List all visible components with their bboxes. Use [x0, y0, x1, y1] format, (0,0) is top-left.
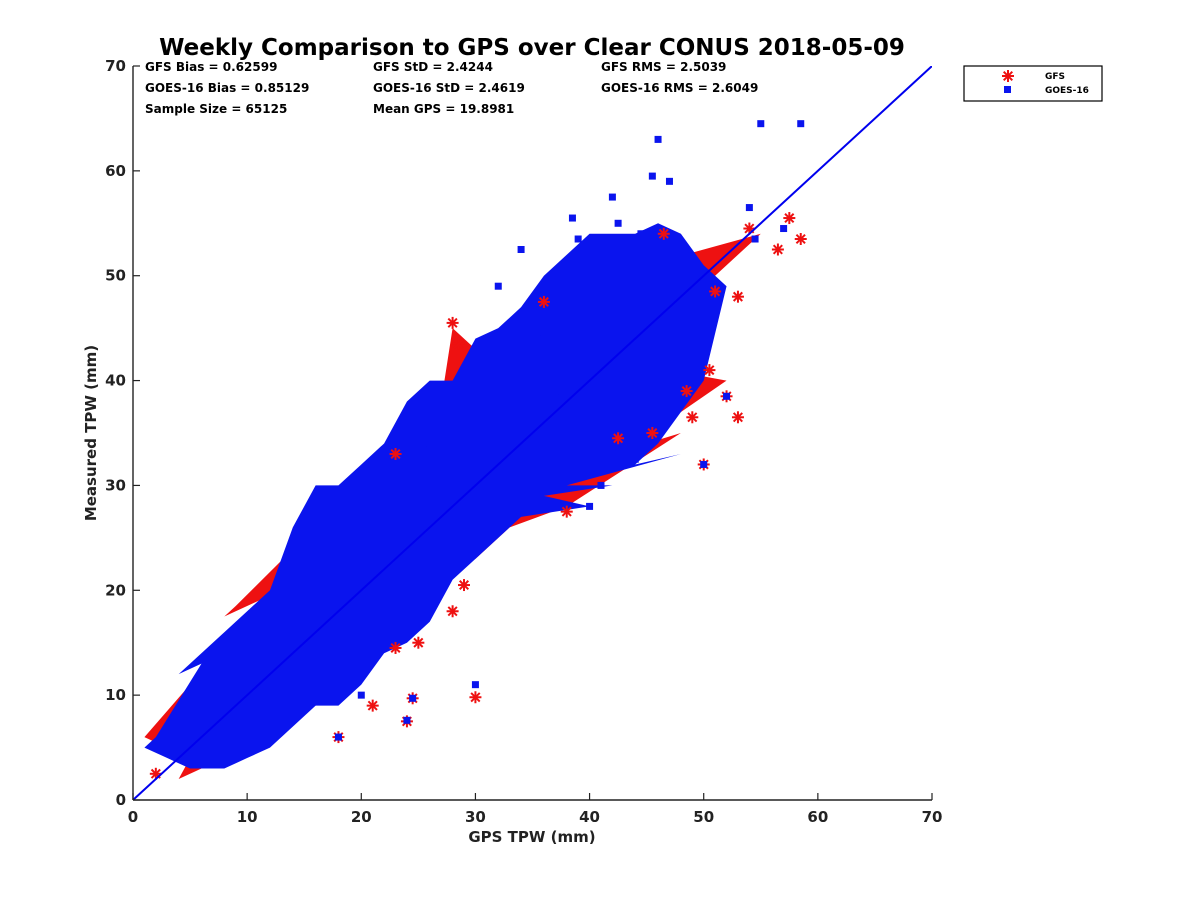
gfs-point — [646, 427, 659, 439]
goes16-point — [780, 225, 788, 233]
legend-goes16-marker — [1004, 86, 1011, 93]
goes16-point — [551, 387, 559, 395]
stat-sample-size: Sample Size = 65125 — [145, 102, 287, 116]
legend-gfs-label: GFS — [1045, 72, 1065, 82]
goes16-point — [608, 193, 616, 201]
stat-gfs-bias: GFS Bias = 0.62599 — [145, 60, 277, 74]
goes16-point — [409, 694, 417, 702]
y-tick-label: 20 — [105, 581, 126, 599]
gfs-point — [446, 316, 459, 329]
reference-line-layer — [133, 66, 932, 800]
goes16-point — [334, 733, 342, 741]
stat-goes16-std: GOES-16 StD = 2.4619 — [373, 81, 525, 95]
x-tick-label: 60 — [807, 808, 828, 826]
goes16-point — [723, 392, 731, 400]
x-tick-label: 50 — [693, 808, 714, 826]
y-axis-label: Measured TPW (mm) — [82, 345, 100, 521]
gfs-point — [452, 337, 465, 350]
x-tick-label: 40 — [579, 808, 600, 826]
legend: GFS GOES-16 — [963, 65, 1103, 102]
gfs-point — [612, 432, 625, 445]
y-tick-label: 70 — [105, 57, 126, 75]
goes16-point — [654, 135, 662, 143]
y-axis-ticks: 0 10 20 30 40 50 60 70 — [105, 57, 140, 809]
x-tick-label: 70 — [922, 808, 943, 826]
gfs-point — [469, 691, 482, 704]
legend-box — [963, 65, 1103, 102]
goes16-point — [597, 481, 605, 489]
goes16-point-cloud — [144, 223, 727, 769]
y-tick-label: 50 — [105, 267, 126, 285]
gfs-point — [709, 285, 722, 298]
goes16-point — [757, 120, 765, 128]
plot-axes — [132, 66, 932, 801]
y-tick-label: 10 — [105, 686, 126, 704]
gfs-point — [686, 411, 699, 424]
goes16-point — [540, 335, 548, 343]
goes16-point — [357, 691, 365, 699]
gfs-point — [731, 290, 744, 303]
goes16-point — [631, 455, 639, 463]
gfs-point — [731, 411, 744, 424]
gfs-point — [366, 699, 379, 712]
gfs-point — [680, 385, 693, 398]
x-tick-label: 20 — [351, 808, 372, 826]
scatter-points — [149, 120, 807, 780]
gfs-point — [389, 641, 402, 654]
x-tick-label: 30 — [465, 808, 486, 826]
goes16-point — [797, 120, 805, 128]
gfs-point — [389, 447, 402, 460]
goes16-point — [568, 214, 576, 222]
goes16-point — [751, 235, 759, 243]
goes16-point — [700, 460, 708, 468]
goes16-point — [637, 230, 645, 238]
gfs-point — [794, 233, 807, 246]
goes16-point — [426, 439, 434, 447]
gfs-point — [703, 364, 716, 377]
goes16-point — [574, 235, 582, 243]
gfs-point — [412, 636, 425, 649]
stat-gfs-std: GFS StD = 2.4244 — [373, 60, 493, 74]
statistics-block: GFS Bias = 0.62599 GFS StD = 2.4244 GFS … — [145, 60, 758, 116]
stat-mean-gps: Mean GPS = 19.8981 — [373, 102, 514, 116]
y-tick-label: 30 — [105, 476, 126, 494]
goes16-point — [614, 219, 622, 227]
goes16-point — [608, 450, 616, 458]
y-tick-label: 40 — [105, 372, 126, 390]
goes16-point — [745, 204, 753, 212]
goes16-point — [665, 177, 673, 185]
x-axis-ticks: 0 10 20 30 40 50 60 70 — [128, 793, 943, 826]
goes16-point — [648, 172, 656, 180]
legend-gfs-marker — [1002, 70, 1014, 82]
y-tick-label: 0 — [116, 791, 126, 809]
stat-goes16-rms: GOES-16 RMS = 2.6049 — [601, 81, 758, 95]
goes16-point — [586, 502, 594, 510]
goes16-point — [494, 282, 502, 290]
gfs-point — [771, 243, 784, 256]
x-tick-label: 0 — [128, 808, 138, 826]
y-tick-label: 60 — [105, 162, 126, 180]
gfs-point — [783, 212, 796, 225]
legend-goes16-label: GOES-16 — [1045, 86, 1089, 96]
x-axis-label: GPS TPW (mm) — [468, 828, 595, 846]
stat-gfs-rms: GFS RMS = 2.5039 — [601, 60, 726, 74]
gfs-point — [446, 605, 459, 618]
gfs-point — [657, 227, 670, 240]
gfs-point — [560, 505, 573, 518]
gfs-point — [458, 579, 471, 592]
stat-goes16-bias: GOES-16 Bias = 0.85129 — [145, 81, 309, 95]
goes16-point — [517, 246, 525, 253]
x-tick-label: 10 — [237, 808, 258, 826]
gfs-point — [537, 295, 550, 308]
chart-title: Weekly Comparison to GPS over Clear CONU… — [159, 35, 905, 61]
point-cloud — [144, 223, 761, 780]
one-to-one-reference-line — [133, 66, 932, 800]
goes16-point — [403, 716, 411, 724]
goes16-point — [471, 681, 479, 689]
